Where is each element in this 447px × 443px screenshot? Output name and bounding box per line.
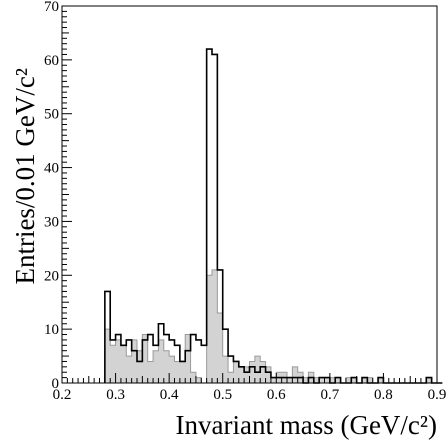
x-axis-title: Invariant mass (GeV/c²) (176, 410, 438, 440)
y-tick-label: 20 (44, 268, 59, 284)
histogram-series-layer (104, 48, 443, 384)
y-tick-label: 50 (44, 107, 59, 123)
x-tick-label: 0.3 (106, 387, 125, 403)
axis-ticks: 0.2 0.3 0.4 0.5 0.6 0.7 0.8 0.9 0 10 20 30 40 50 60 70 (44, 0, 446, 403)
y-tick-label: 0 (52, 376, 60, 392)
x-tick-label: 0.8 (374, 387, 393, 403)
x-tick-label: 0.4 (160, 387, 179, 403)
x-tick-label: 0.5 (213, 387, 232, 403)
x-tick-label: 0.9 (428, 387, 447, 403)
x-tick-label: 0.6 (267, 387, 286, 403)
plot-frame (61, 5, 438, 384)
x-tick-label: 0.7 (320, 387, 339, 403)
y-tick-label: 60 (44, 53, 59, 69)
y-tick-label: 40 (44, 161, 59, 177)
histogram-open-series (104, 48, 443, 384)
y-tick-label: 70 (44, 0, 59, 15)
histogram-filled-series (104, 269, 443, 384)
y-tick-label: 30 (44, 214, 59, 230)
x-tick-label: 0.2 (53, 387, 72, 403)
y-tick-label: 10 (44, 322, 59, 338)
y-axis-title: Entries/0.01 GeV/c² (10, 68, 40, 285)
